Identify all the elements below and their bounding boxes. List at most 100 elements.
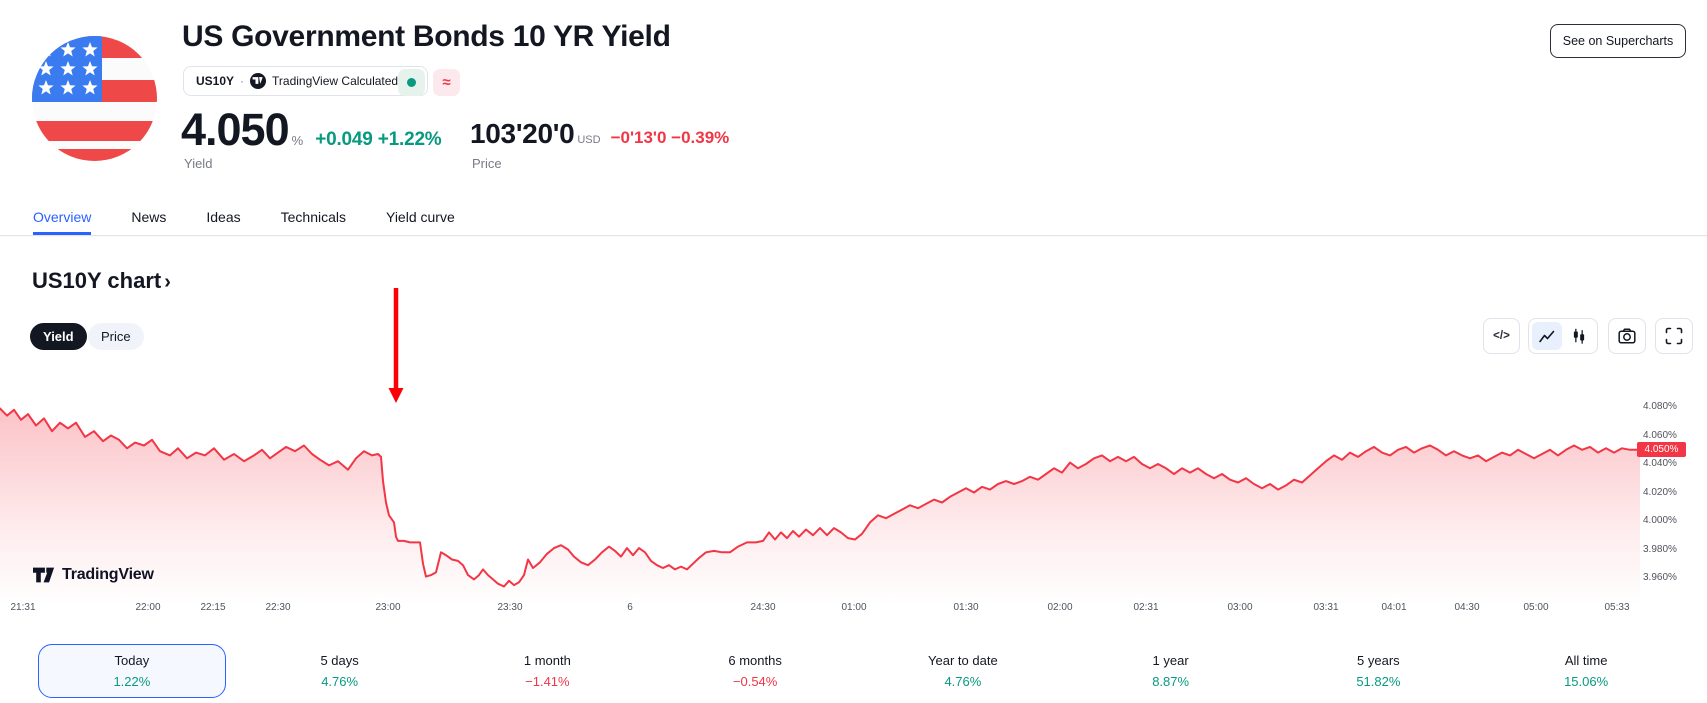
area-fill bbox=[0, 408, 1640, 605]
x-axis-label: 04:01 bbox=[1381, 602, 1407, 613]
market-open-badge[interactable] bbox=[398, 69, 425, 96]
time-scale[interactable]: 21:31 22:00 22:15 22:30 23:00 23:30 6 24:30 01:0… bbox=[0, 602, 1660, 618]
y-axis-label: 4.060% bbox=[1643, 429, 1677, 441]
chevron-right-icon: › bbox=[164, 271, 171, 293]
toggle-price-button[interactable]: Price bbox=[88, 323, 144, 350]
range-change-value: −0.54% bbox=[732, 674, 778, 689]
range-button-all-time[interactable]: All time 15.06% bbox=[1482, 644, 1690, 698]
y-axis-label: 3.960% bbox=[1643, 572, 1677, 583]
range-change-value: −1.41% bbox=[525, 674, 570, 689]
symbol-source: TradingView Calculated bbox=[272, 74, 399, 88]
chart-type-switch bbox=[1528, 318, 1598, 354]
fullscreen-button[interactable] bbox=[1655, 318, 1693, 354]
us-flag-icon bbox=[32, 36, 157, 161]
x-axis-label: 04:30 bbox=[1454, 602, 1480, 613]
range-label: Year to date bbox=[928, 653, 998, 668]
range-button-5-days[interactable]: 5 days 4.76% bbox=[236, 644, 444, 698]
range-button-5-years[interactable]: 5 years 51.82% bbox=[1275, 644, 1483, 698]
yield-change: +0.049 +1.22% bbox=[315, 129, 442, 150]
candles-icon bbox=[1573, 328, 1585, 344]
range-button-6-months[interactable]: 6 months −0.54% bbox=[651, 644, 859, 698]
annotation-arrow-icon bbox=[388, 288, 404, 403]
snapshot-button[interactable] bbox=[1608, 318, 1646, 354]
yield-unit: % bbox=[291, 133, 304, 148]
x-axis-label: 03:31 bbox=[1313, 602, 1339, 613]
x-axis-label: 21:31 bbox=[10, 602, 36, 613]
range-slot: Year to date 4.76% bbox=[859, 642, 1067, 700]
x-axis-label: 05:00 bbox=[1523, 602, 1549, 613]
tradingview-watermark[interactable]: TradingView bbox=[33, 565, 154, 585]
separator-dot: · bbox=[240, 74, 245, 88]
tab-bar: Overview News Ideas Technicals Yield curve bbox=[0, 198, 1707, 236]
tab-yield-curve[interactable]: Yield curve bbox=[386, 208, 455, 225]
range-label: All time bbox=[1564, 653, 1608, 668]
range-slot: Today 1.22% bbox=[28, 642, 236, 700]
price-value: 103'20'0 bbox=[470, 118, 575, 149]
yield-value: 4.050 bbox=[181, 104, 290, 155]
x-axis-label: 01:00 bbox=[841, 602, 867, 613]
market-open-dot-icon bbox=[407, 78, 416, 87]
area-chart-button[interactable] bbox=[1532, 322, 1562, 350]
x-axis-label: 23:30 bbox=[497, 602, 523, 613]
toggle-yield-button[interactable]: Yield bbox=[30, 323, 87, 350]
tradingview-logo-mark-icon bbox=[33, 567, 55, 583]
x-axis-label: 22:30 bbox=[265, 602, 291, 613]
range-slot: All time 15.06% bbox=[1482, 642, 1690, 700]
embed-code-button[interactable]: </> bbox=[1483, 318, 1520, 354]
range-button-year-to-date[interactable]: Year to date 4.76% bbox=[859, 644, 1067, 698]
range-change-value: 1.22% bbox=[113, 674, 151, 689]
range-label: 1 year bbox=[1152, 653, 1189, 668]
fullscreen-icon bbox=[1665, 327, 1683, 345]
range-button-1-year[interactable]: 1 year 8.87% bbox=[1067, 644, 1275, 698]
tab-ideas[interactable]: Ideas bbox=[206, 208, 241, 225]
x-axis-label: 22:15 bbox=[200, 602, 226, 613]
tab-news[interactable]: News bbox=[131, 208, 167, 225]
symbol-code: US10Y bbox=[196, 74, 235, 88]
last-value-badge: 4.050% bbox=[1637, 442, 1686, 458]
camera-icon bbox=[1618, 328, 1636, 344]
range-selector: Today 1.22% 5 days 4.76% 1 month −1.41% 6 mont… bbox=[28, 642, 1690, 700]
x-axis-label: 02:00 bbox=[1047, 602, 1073, 613]
range-button-today[interactable]: Today 1.22% bbox=[37, 644, 226, 698]
x-axis-label: 23:00 bbox=[375, 602, 401, 613]
tradingview-logo-icon bbox=[250, 73, 267, 89]
symbol-selector[interactable]: US10Y · TradingView Calculated ⌄ bbox=[183, 66, 429, 96]
page-title: US Government Bonds 10 YR Yield bbox=[182, 20, 671, 53]
x-axis-label: 03:00 bbox=[1227, 602, 1253, 613]
x-axis-label: 01:30 bbox=[953, 602, 979, 613]
range-slot: 6 months −0.54% bbox=[651, 642, 859, 700]
range-label: 1 month bbox=[523, 653, 571, 668]
range-change-value: 8.87% bbox=[1152, 674, 1190, 689]
price-currency: USD bbox=[577, 134, 601, 146]
code-icon: </> bbox=[1493, 330, 1510, 342]
price-scale[interactable]: 4.080% 4.060% 4.040% 4.020% 4.000% 3.980% 3.96… bbox=[1643, 390, 1703, 605]
yield-quote: 4.050 % +0.049 +1.22% bbox=[181, 104, 442, 156]
range-button-1-month[interactable]: 1 month −1.41% bbox=[444, 644, 652, 698]
range-slot: 1 year 8.87% bbox=[1067, 642, 1275, 700]
range-label: 6 months bbox=[728, 653, 782, 668]
yield-label: Yield bbox=[184, 156, 213, 171]
candles-chart-button[interactable] bbox=[1564, 322, 1594, 350]
range-label: Today bbox=[114, 653, 150, 668]
yield-line bbox=[0, 407, 1640, 588]
x-axis-label: 24:30 bbox=[750, 602, 776, 613]
approx-value-badge[interactable]: ≈ bbox=[433, 69, 460, 96]
range-slot: 5 years 51.82% bbox=[1275, 642, 1483, 700]
price-label: Price bbox=[472, 156, 502, 171]
approx-icon: ≈ bbox=[442, 74, 451, 91]
range-slot: 5 days 4.76% bbox=[236, 642, 444, 700]
range-slot: 1 month −1.41% bbox=[444, 642, 652, 700]
x-axis-label: 02:31 bbox=[1133, 602, 1159, 613]
chart-section-link[interactable]: US10Y chart › bbox=[32, 268, 171, 293]
tab-overview[interactable]: Overview bbox=[33, 198, 92, 235]
yield-area-chart[interactable] bbox=[0, 390, 1640, 605]
tab-technicals[interactable]: Technicals bbox=[280, 208, 346, 225]
y-axis-label: 4.040% bbox=[1643, 458, 1677, 469]
y-axis-label: 4.020% bbox=[1643, 486, 1677, 498]
range-label: 5 days bbox=[320, 653, 359, 668]
range-label: 5 years bbox=[1357, 653, 1400, 668]
see-on-supercharts-button[interactable]: See on Supercharts bbox=[1550, 24, 1686, 58]
price-change: −0'13'0 −0.39% bbox=[610, 128, 730, 147]
price-quote: 103'20'0 USD −0'13'0 −0.39% bbox=[470, 118, 729, 150]
